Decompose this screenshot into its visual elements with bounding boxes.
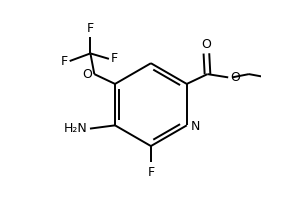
Text: H₂N: H₂N bbox=[64, 122, 88, 135]
Text: F: F bbox=[87, 22, 94, 35]
Text: O: O bbox=[230, 71, 240, 84]
Text: F: F bbox=[147, 166, 154, 179]
Text: N: N bbox=[191, 120, 200, 133]
Text: O: O bbox=[202, 38, 211, 51]
Text: F: F bbox=[61, 54, 68, 68]
Text: F: F bbox=[111, 52, 118, 65]
Text: O: O bbox=[83, 68, 93, 81]
